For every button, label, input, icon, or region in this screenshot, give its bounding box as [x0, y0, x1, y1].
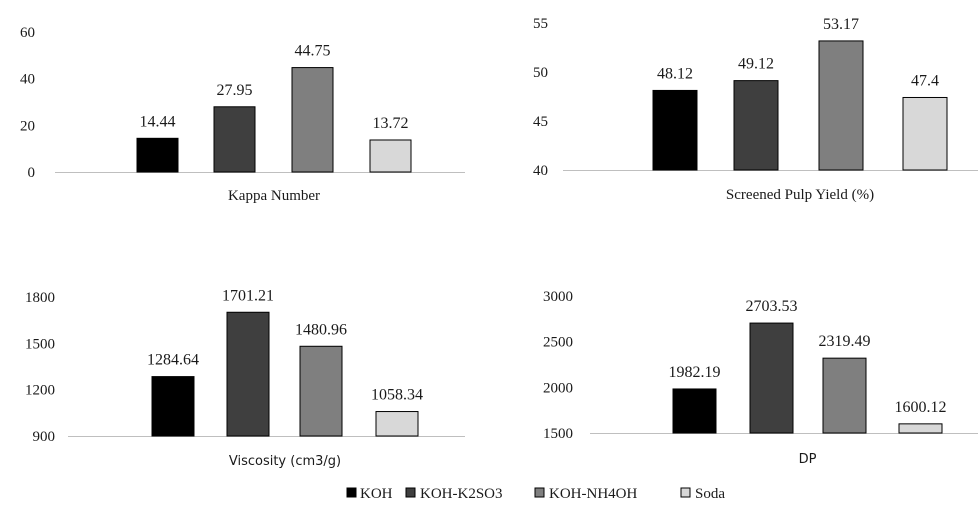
chart-panel-2: 40 45 50 55 48.12 49.12 53.17 47.4 Screened Pulp…	[533, 16, 978, 203]
data-label: 2319.49	[819, 333, 871, 350]
legend-swatch	[534, 487, 545, 498]
data-label: 47.4	[911, 72, 939, 89]
bar-koh-nh4oh	[291, 67, 334, 173]
bar-soda	[369, 139, 412, 173]
y-tick-label: 1200	[25, 383, 55, 399]
y-tick-label: 2500	[543, 335, 573, 351]
data-label: 1480.96	[295, 321, 347, 338]
legend-label: Soda	[695, 486, 725, 502]
bar-soda	[375, 411, 419, 437]
legend-label: KOH	[360, 486, 393, 502]
data-label: 27.95	[217, 82, 253, 99]
x-axis-label: Viscosity (cm3/g)	[229, 454, 341, 469]
y-tick-label: 45	[533, 114, 548, 130]
data-label: 1982.19	[669, 364, 721, 381]
legend-swatch	[405, 487, 416, 498]
y-tick-label: 20	[20, 118, 35, 134]
bar-soda	[902, 96, 948, 171]
data-label: 14.44	[140, 113, 176, 130]
y-tick-label: 3000	[543, 289, 573, 305]
legend: KOH KOH-K2SO3 KOH-NH4OH Soda	[346, 486, 725, 502]
data-label: 48.12	[657, 65, 693, 82]
bar-koh-k2so3	[749, 322, 794, 434]
bar-koh-nh4oh	[818, 40, 864, 171]
y-tick-label: 60	[20, 25, 35, 41]
x-axis-label: Kappa Number	[228, 188, 320, 204]
y-tick-label: 1500	[543, 426, 573, 442]
data-label: 49.12	[738, 56, 774, 73]
bar-koh-k2so3	[226, 311, 270, 437]
legend-label: KOH-NH4OH	[549, 486, 637, 502]
bar-koh	[136, 137, 179, 173]
bar-koh-k2so3	[213, 106, 256, 173]
bar-koh-nh4oh	[299, 345, 343, 437]
legend-label: KOH-K2SO3	[420, 486, 503, 502]
bar-soda	[898, 423, 943, 434]
bar-koh-k2so3	[733, 80, 779, 171]
y-tick-label: 900	[33, 429, 56, 445]
chart-panel-3: 900 1200 1500 1800 1284.64 1701.21 1480.96 1058…	[25, 287, 465, 469]
y-tick-label: 1500	[25, 336, 55, 352]
legend-swatch	[346, 487, 357, 498]
y-tick-label: 50	[533, 65, 548, 81]
data-label: 1284.64	[147, 352, 199, 369]
y-tick-label: 40	[533, 163, 548, 179]
bar-koh	[672, 388, 717, 434]
y-tick-label: 1800	[25, 290, 55, 306]
legend-swatch	[680, 487, 691, 498]
chart-panel-4: 1500 2000 2500 3000 1982.19 2703.53 2319.49 160…	[543, 289, 978, 467]
x-axis-label: DP	[799, 452, 817, 467]
data-label: 2703.53	[746, 298, 798, 315]
data-label: 1701.21	[222, 287, 274, 304]
y-tick-label: 55	[533, 16, 548, 32]
data-label: 1600.12	[895, 399, 947, 416]
chart-panel-1: 0 20 40 60 14.44 27.95 44.75 13.72 Kappa Number	[20, 25, 465, 204]
x-axis-label: Screened Pulp Yield (%)	[726, 187, 874, 203]
bar-koh	[652, 89, 698, 171]
data-label: 13.72	[373, 115, 409, 132]
data-label: 44.75	[295, 43, 331, 60]
bar-koh-nh4oh	[822, 357, 867, 434]
y-tick-label: 0	[28, 165, 36, 181]
y-tick-label: 2000	[543, 380, 573, 396]
data-label: 53.17	[823, 16, 859, 33]
y-tick-label: 40	[20, 72, 35, 88]
data-label: 1058.34	[371, 387, 423, 404]
bar-koh	[151, 376, 195, 437]
